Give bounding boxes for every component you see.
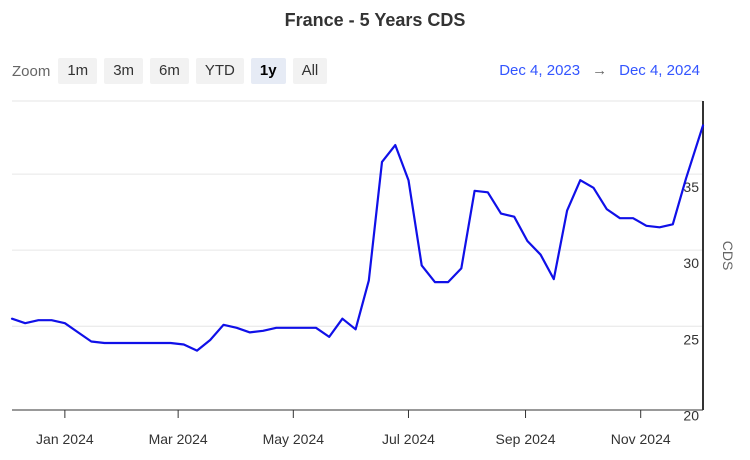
y-tick-label: 30 [683,255,699,271]
chart-title: France - 5 Years CDS [284,10,466,30]
range-arrow-icon: → [592,62,608,79]
x-tick-label: Jul 2024 [382,431,435,447]
x-tick-label: Mar 2024 [149,431,208,447]
range-to-date[interactable]: Dec 4, 2024 [619,62,700,79]
zoom-label: Zoom [12,62,51,80]
zoom-6m-button[interactable]: 6m [150,58,189,84]
zoom-bar: Zoom 1m 3m 6m YTD 1y All [12,58,334,84]
zoom-1m-button[interactable]: 1m [58,58,98,84]
x-tick-label: May 2024 [263,431,325,447]
y-tick-label: 25 [683,331,699,347]
y-tick-label: 35 [683,179,699,195]
zoom-1y-button[interactable]: 1y [250,58,286,84]
zoom-3m-button[interactable]: 3m [104,58,144,84]
x-tick-label: Nov 2024 [611,431,671,447]
x-tick-label: Sep 2024 [496,431,556,447]
range-from-date[interactable]: Dec 4, 2023 [499,62,581,79]
x-tick-label: Jan 2024 [36,431,94,447]
zoom-ytd-button[interactable]: YTD [195,58,244,84]
zoom-all-button[interactable]: All [292,58,328,84]
cds-series-line [10,124,705,352]
y-tick-label: 20 [683,407,699,423]
date-range-display: Dec 4, 2023 → Dec 4, 2024 [499,62,700,79]
y-axis-title: CDS [720,241,736,271]
